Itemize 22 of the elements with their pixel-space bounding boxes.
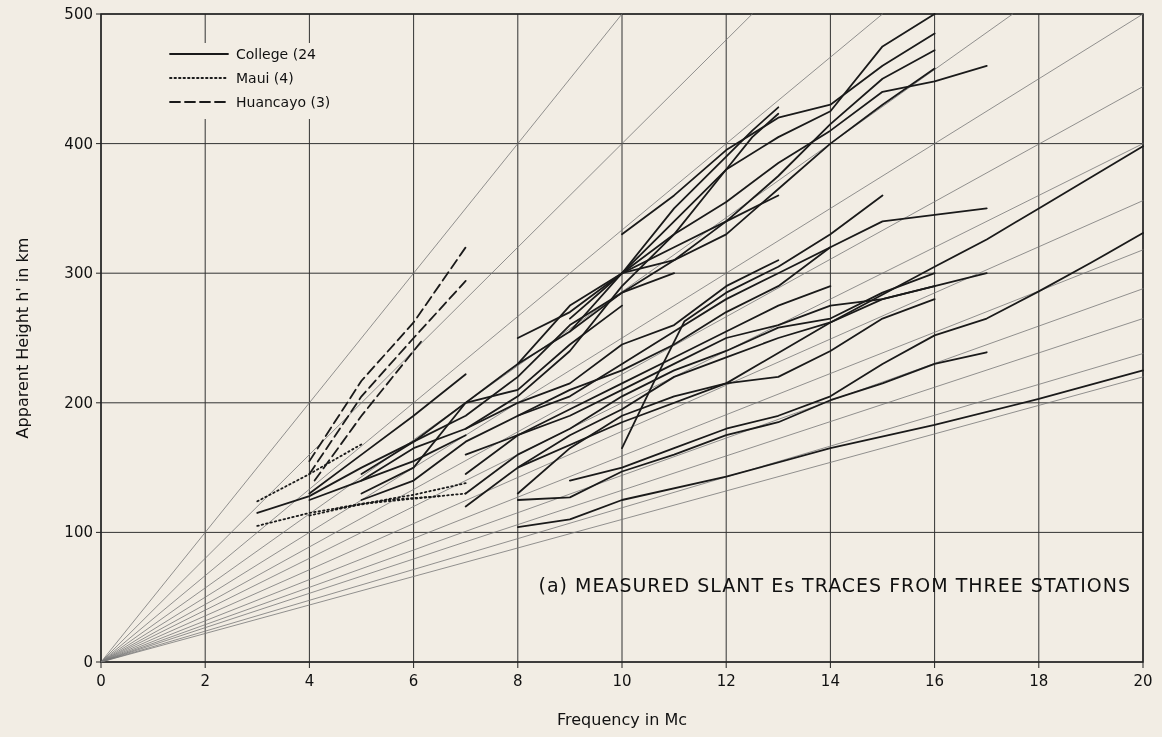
legend-label: Huancayo (3) [236, 94, 331, 110]
y-tick-label: 300 [64, 264, 93, 283]
x-axis-title: Frequency in Mc [556, 710, 688, 729]
y-axis-title: Apparent Height h' in km [13, 237, 32, 439]
y-tick-label: 100 [64, 523, 93, 542]
x-tick-label: 12 [716, 672, 736, 690]
y-tick-label: 400 [64, 134, 93, 153]
y-tick-label: 200 [64, 393, 93, 412]
x-tick-label: 18 [1029, 672, 1049, 690]
x-tick-label: 8 [513, 672, 523, 690]
legend-label: Maui (4) [236, 70, 294, 86]
x-tick-label: 4 [304, 672, 315, 690]
x-tick-label: 16 [925, 672, 945, 690]
x-tick-label: 6 [408, 672, 419, 690]
x-tick-label: 2 [200, 672, 210, 690]
y-tick-label: 500 [64, 5, 93, 23]
x-tick-label: 0 [96, 672, 106, 690]
y-tick-label: 0 [83, 653, 93, 671]
x-tick-label: 20 [1133, 672, 1153, 690]
x-tick-label: 14 [820, 672, 840, 690]
legend-label: College (24 [236, 46, 317, 62]
x-tick-label: 10 [612, 672, 632, 690]
